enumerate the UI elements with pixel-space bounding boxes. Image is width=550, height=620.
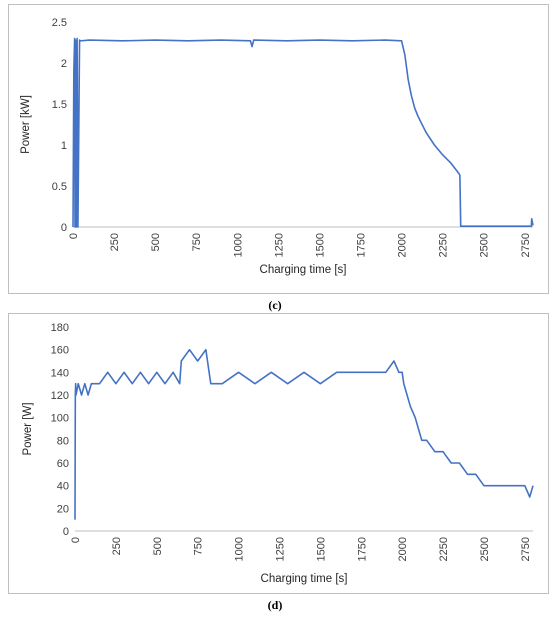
x-tick-label: 1750: [356, 233, 368, 257]
y-axis-label: Power [kW]: [20, 95, 32, 154]
y-tick-label: 0.5: [52, 181, 67, 193]
y-tick-label: 1: [61, 140, 67, 152]
chart-d: 0 20 40 60 80 100 120 140 160 180 0 250 500 750 1000 12…: [22, 322, 534, 585]
x-tick-label: 2250: [438, 537, 450, 561]
y-tick-label: 0: [61, 222, 67, 234]
x-tick-label: 1000: [234, 537, 246, 561]
x-tick-label: 750: [193, 537, 205, 555]
x-tick-label: 1750: [356, 537, 368, 561]
y-tick-label: 80: [57, 435, 69, 447]
x-tick-label: 2000: [397, 233, 409, 257]
x-tick-label: 0: [68, 233, 80, 239]
x-tick-label: 500: [152, 537, 164, 555]
x-axis-label: Charging time [s]: [261, 573, 348, 585]
x-tick-label: 250: [109, 233, 121, 251]
chart-panel-c: 0 0.5 1 1.5 2 2.5 0 250 500 750 1000 1250 1500 1750 20…: [8, 4, 549, 294]
y-tick-label: 0: [63, 526, 69, 538]
series-line: [74, 348, 534, 520]
x-tick-label: 1000: [232, 233, 244, 257]
y-tick-label: 100: [51, 413, 69, 425]
y-tick-label: 1.5: [52, 99, 67, 111]
x-tick-label: 1500: [314, 233, 326, 257]
series-line: [72, 37, 534, 228]
chart-caption-d: (d): [267, 598, 283, 612]
x-tick-label: 2750: [520, 233, 532, 257]
x-tick-label: 2750: [520, 537, 532, 561]
y-tick-label: 120: [51, 390, 69, 402]
y-axis-label: Power [W]: [22, 402, 34, 455]
y-tick-label: 160: [51, 345, 69, 357]
x-tick-label: 2000: [397, 537, 409, 561]
x-tick-label: 2500: [479, 537, 491, 561]
x-axis-label: Charging time [s]: [260, 264, 347, 276]
x-tick-label: 2250: [438, 233, 450, 257]
x-tick-label: 1500: [315, 537, 327, 561]
x-tick-label: 750: [191, 233, 203, 251]
y-tick-label: 180: [51, 322, 69, 334]
x-tick-label: 2500: [479, 233, 491, 257]
x-tick-label: 250: [111, 537, 123, 555]
chart-panel-d: 0 20 40 60 80 100 120 140 160 180 0 250 500 750 1000 12…: [8, 313, 549, 594]
y-tick-label: 140: [51, 367, 69, 379]
x-tick-label: 1250: [274, 537, 286, 561]
chart-c: 0 0.5 1 1.5 2 2.5 0 250 500 750 1000 1250 1500 1750 20…: [20, 17, 534, 276]
y-tick-label: 2.5: [52, 17, 67, 29]
chart-caption-c: (c): [268, 298, 282, 312]
x-tick-label: 1250: [273, 233, 285, 257]
x-tick-label: 0: [70, 537, 82, 543]
y-tick-label: 2: [61, 58, 67, 70]
y-tick-label: 60: [57, 458, 69, 470]
y-tick-label: 20: [57, 503, 69, 515]
x-tick-label: 500: [150, 233, 162, 251]
y-tick-label: 40: [57, 481, 69, 493]
